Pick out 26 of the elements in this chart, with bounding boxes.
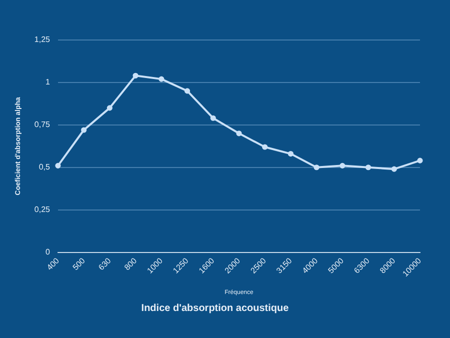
- point: [288, 150, 294, 157]
- x-tick-label: 800: [122, 256, 139, 272]
- y-tick-label: 0,75: [34, 120, 51, 130]
- point: [236, 130, 242, 136]
- text: Indice d'absorption acoustique: [141, 302, 290, 314]
- y-tick-label: 0: [46, 247, 51, 256]
- x-tick-label: 500: [70, 256, 88, 272]
- x-tick-label: 400: [45, 256, 62, 272]
- point: [262, 144, 268, 150]
- point: [210, 115, 216, 121]
- point: [340, 162, 346, 168]
- y-tick-label: 0,5: [38, 162, 51, 172]
- y-tick-label: 1: [46, 78, 51, 87]
- y-tick-label: 1,25: [34, 35, 51, 44]
- point: [314, 164, 320, 170]
- point: [391, 166, 397, 172]
- point: [132, 72, 138, 78]
- point: [365, 164, 372, 170]
- point: [55, 162, 61, 168]
- point: [81, 127, 87, 133]
- point: [184, 88, 190, 94]
- y-tick-label: 0,25: [34, 205, 51, 214]
- point: [106, 105, 112, 111]
- x-tick-label: 630: [96, 256, 114, 272]
- point: [158, 76, 164, 82]
- point: [417, 158, 423, 164]
